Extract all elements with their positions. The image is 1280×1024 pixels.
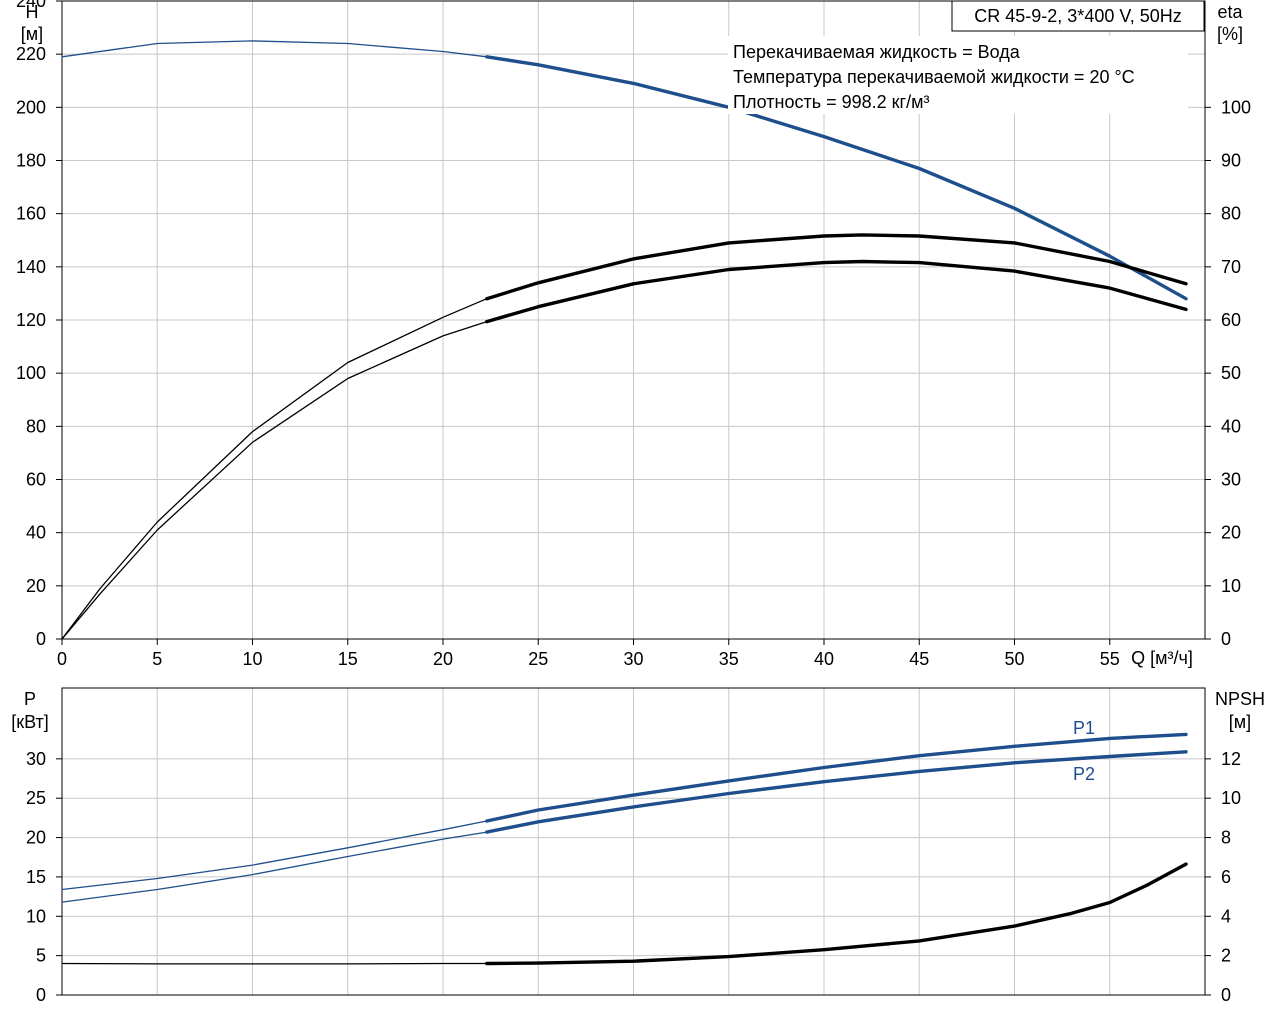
x-tick-label: 55 [1100, 649, 1120, 669]
right-tick-label: 50 [1221, 363, 1241, 383]
power-panel-curves [61, 732, 1188, 966]
left-tick-label: 30 [26, 749, 46, 769]
left-tick-label: 160 [16, 204, 46, 224]
annotation-backdrop [728, 36, 1188, 114]
x-tick-label: 0 [57, 649, 67, 669]
left-tick-label: 0 [36, 629, 46, 649]
left-tick-label: 100 [16, 363, 46, 383]
left-tick-label: 15 [26, 867, 46, 887]
right-tick-label: 10 [1221, 788, 1241, 808]
x-tick-label: 30 [623, 649, 643, 669]
right-tick-label: 10 [1221, 576, 1241, 596]
p2-series-label: P2 [1073, 764, 1095, 784]
p1-series-label: P1 [1073, 718, 1095, 738]
right-tick-label: 30 [1221, 470, 1241, 490]
head-axis-label: H [26, 2, 39, 22]
panel1-series-2-curve-operating [485, 862, 1188, 966]
left-tick-label: 180 [16, 151, 46, 171]
x-tick-label: 50 [1004, 649, 1024, 669]
left-tick-label: 0 [36, 985, 46, 1005]
flow-axis-ticks: 0 5 10 15 20 25 30 35 40 45 50 55 [57, 639, 1120, 669]
x-tick-label: 20 [433, 649, 453, 669]
power-axis-unit: [кВт] [11, 712, 49, 732]
x-tick-label: 35 [719, 649, 739, 669]
chart-title: CR 45-9-2, 3*400 V, 50Hz [974, 6, 1181, 26]
x-tick-label: 5 [152, 649, 162, 669]
panel0-series-2-curve-extended [61, 320, 488, 640]
efficiency-axis-label: eta [1217, 2, 1243, 22]
panel0-series-0-curve-extended [61, 40, 488, 58]
right-tick-label: 12 [1221, 749, 1241, 769]
left-tick-label: 20 [26, 576, 46, 596]
right-tick-label: 70 [1221, 257, 1241, 277]
p2-curve-extended [61, 831, 488, 903]
right-tick-label: 2 [1221, 946, 1231, 966]
left-tick-label: 60 [26, 470, 46, 490]
head-axis-ticks: 0 20 40 60 80 100 120 140 160 180 200 220 240 [16, 0, 62, 649]
npsh-axis-label: NPSH [1215, 689, 1265, 709]
panel0-series-2-curve-operating [485, 259, 1188, 324]
x-tick-label: 45 [909, 649, 929, 669]
power-panel-grid [62, 688, 1205, 995]
efficiency-axis-ticks: 0 10 20 30 40 50 60 70 80 90 100 [1205, 97, 1251, 649]
panel0-series-1-curve-extended [61, 298, 488, 640]
x-tick-label: 15 [338, 649, 358, 669]
right-tick-label: 80 [1221, 204, 1241, 224]
left-tick-label: 25 [26, 788, 46, 808]
left-tick-label: 200 [16, 97, 46, 117]
head-panel-curves [61, 40, 1188, 640]
left-tick-label: 240 [16, 0, 46, 11]
left-tick-label: 5 [36, 946, 46, 966]
left-tick-label: 20 [26, 828, 46, 848]
flow-axis-label: Q [м³/ч] [1131, 648, 1193, 668]
left-tick-label: 140 [16, 257, 46, 277]
right-tick-label: 60 [1221, 310, 1241, 330]
right-tick-label: 0 [1221, 985, 1231, 1005]
left-tick-label: 40 [26, 523, 46, 543]
right-tick-label: 90 [1221, 151, 1241, 171]
panel0-series-1-curve-operating [485, 233, 1188, 301]
chart-title-box [951, 0, 1205, 32]
right-tick-label: 40 [1221, 416, 1241, 436]
power-axis-ticks: 0 5 10 15 20 25 30 [26, 749, 62, 1005]
head-axis-unit: [м] [21, 24, 43, 44]
x-tick-label: 40 [814, 649, 834, 669]
left-tick-label: 120 [16, 310, 46, 330]
power-axis-label: P [24, 689, 36, 709]
npsh-axis-ticks: 0 2 4 6 8 10 12 [1205, 749, 1241, 1005]
panel0-series-0-curve-operating [485, 55, 1188, 301]
npsh-axis-unit: [м] [1229, 712, 1251, 732]
p1-curve-extended [61, 820, 488, 891]
left-tick-label: 220 [16, 44, 46, 64]
x-tick-label: 10 [242, 649, 262, 669]
p2-curve-operating [485, 750, 1188, 834]
annotation-density: Плотность = 998.2 кг/м³ [733, 92, 929, 112]
x-tick-label: 25 [528, 649, 548, 669]
left-tick-label: 10 [26, 906, 46, 926]
annotation-temperature: Температура перекачиваемой жидкости = 20… [733, 67, 1135, 87]
right-tick-label: 0 [1221, 629, 1231, 649]
power-panel-frame [61, 687, 1206, 996]
right-tick-label: 20 [1221, 523, 1241, 543]
p1-curve-operating [485, 732, 1188, 823]
left-tick-label: 80 [26, 416, 46, 436]
efficiency-axis-unit: [%] [1217, 24, 1243, 44]
right-tick-label: 6 [1221, 867, 1231, 887]
right-tick-label: 8 [1221, 828, 1231, 848]
right-tick-label: 4 [1221, 906, 1231, 926]
annotation-fluid: Перекачиваемая жидкость = Вода [733, 42, 1021, 62]
right-tick-label: 100 [1221, 97, 1251, 117]
